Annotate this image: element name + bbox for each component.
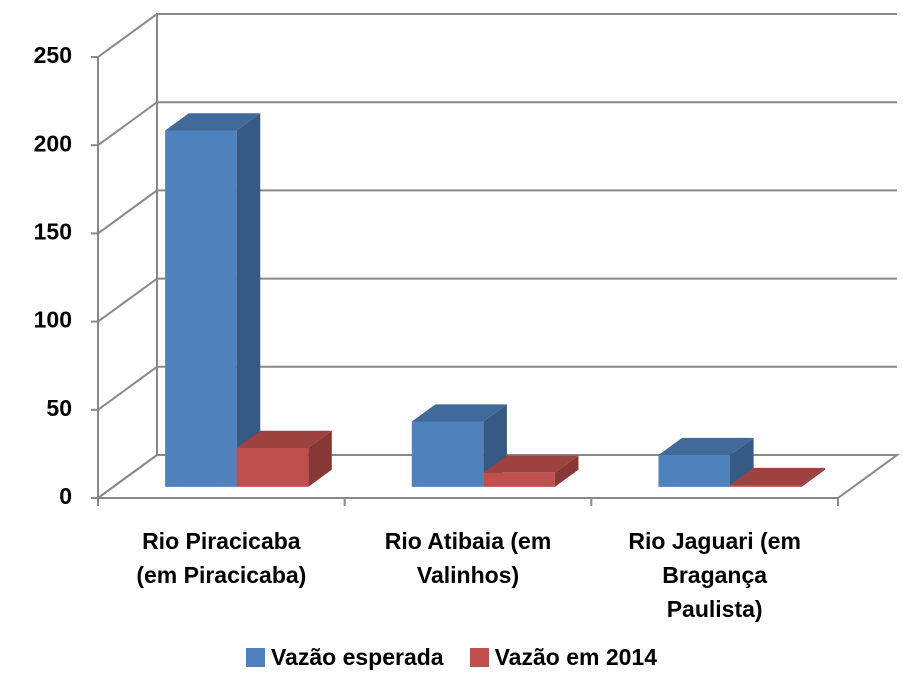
bar-front [411,421,484,487]
grid-line [97,189,897,235]
x-tick-label: Rio Piracicaba (em Piracicaba) [136,528,307,588]
bar-side [554,455,579,487]
legend-item: Vazão em 2014 [469,644,657,671]
bar-top [165,113,261,131]
bar-front [165,130,237,487]
grid-line [97,13,897,58]
bar-side [730,437,754,487]
legend-item: Vazão esperada [245,644,444,671]
bar-front [730,485,802,487]
grid-line [97,365,897,411]
y-tick-label: 250 [34,42,72,68]
bar-top [730,467,826,486]
bar-side [308,430,332,487]
bar-front [658,455,731,487]
grid-line [97,277,897,323]
y-tick-label: 0 [59,483,72,509]
bar-front [236,448,309,487]
y-tick-label: 200 [34,130,72,156]
y-tick-label: 100 [34,307,72,333]
bar [483,455,579,487]
x-tick-label: Rio Atibaia (em Valinhos) [384,528,552,588]
bar-top [236,430,332,449]
bar-top [483,455,579,473]
grid-line [97,101,897,147]
bar-front [483,472,555,487]
x-tick-label: Rio Jaguari (em Bragança Paulista) [628,528,801,622]
bar [165,113,261,487]
legend: Vazão esperada Vazão em 2014 [0,644,903,671]
legend-label: Vazão em 2014 [494,644,657,670]
bar [658,437,754,487]
y-tick-label: 50 [46,395,72,421]
legend-swatch [469,648,489,667]
bar-top [658,437,754,456]
legend-swatch [245,648,265,667]
bar [236,430,332,487]
y-tick-label: 150 [34,218,72,244]
legend-label: Vazão esperada [270,644,444,670]
bar-side [236,113,261,487]
left-wall-edge [97,14,158,499]
bar [730,467,826,487]
bar-top [411,404,507,422]
grid-line [97,454,897,499]
bar-side [801,467,826,487]
